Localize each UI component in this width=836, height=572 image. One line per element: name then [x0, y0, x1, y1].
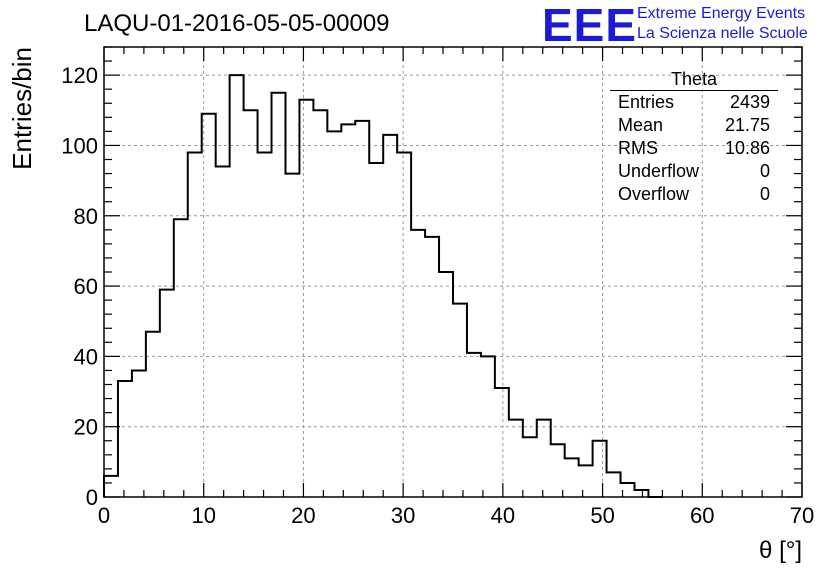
stats-row-overflow: Overflow 0 — [610, 183, 778, 206]
stats-label: RMS — [618, 138, 658, 158]
eee-logo: EEE — [542, 0, 638, 51]
x-tick-label: 0 — [98, 503, 110, 528]
stats-row-mean: Mean 21.75 — [610, 114, 778, 137]
histogram-series — [103, 74, 663, 498]
logo-line-2: La Scienza nelle Scuole — [637, 25, 808, 42]
y-tick-label: 20 — [74, 415, 98, 440]
y-tick-label: 40 — [74, 344, 98, 369]
x-axis-label: θ [°] — [759, 537, 802, 564]
stats-row-rms: RMS 10.86 — [610, 137, 778, 160]
stats-value: 0 — [759, 161, 770, 181]
stats-label: Mean — [618, 115, 664, 135]
logo-line-1: Extreme Energy Events — [637, 5, 806, 22]
y-tick-label: 60 — [74, 274, 98, 299]
x-tick-label: 30 — [391, 503, 415, 528]
stats-value: 2439 — [729, 92, 770, 112]
x-tick-label: 10 — [191, 503, 215, 528]
x-tick-label: 20 — [291, 503, 315, 528]
y-tick-label: 100 — [61, 133, 98, 158]
x-tick-label: 60 — [690, 503, 714, 528]
x-tick-label: 40 — [491, 503, 515, 528]
y-axis-label: Entries/bin — [7, 47, 37, 170]
stats-title: Theta — [610, 68, 778, 91]
stats-row-underflow: Underflow 0 — [610, 160, 778, 183]
stats-label: Underflow — [618, 161, 700, 181]
y-tick-label: 80 — [74, 204, 98, 229]
y-tick-label: 0 — [86, 485, 98, 510]
chart-title: LAQU-01-2016-05-05-00009 — [84, 10, 390, 37]
logo-text: Extreme Energy Events La Scienza nelle S… — [637, 4, 808, 44]
stats-value: 0 — [759, 184, 770, 204]
stats-value: 21.75 — [724, 115, 770, 135]
x-tick-label: 70 — [790, 503, 814, 528]
stats-label: Overflow — [618, 184, 690, 204]
x-tick-label: 50 — [590, 503, 614, 528]
stats-row-entries: Entries 2439 — [610, 91, 778, 114]
stats-label: Entries — [618, 92, 675, 112]
stats-value: 10.86 — [724, 138, 770, 158]
stats-box: Theta Entries 2439 Mean 21.75 RMS 10.86 … — [610, 68, 778, 206]
y-tick-label: 120 — [61, 63, 98, 88]
